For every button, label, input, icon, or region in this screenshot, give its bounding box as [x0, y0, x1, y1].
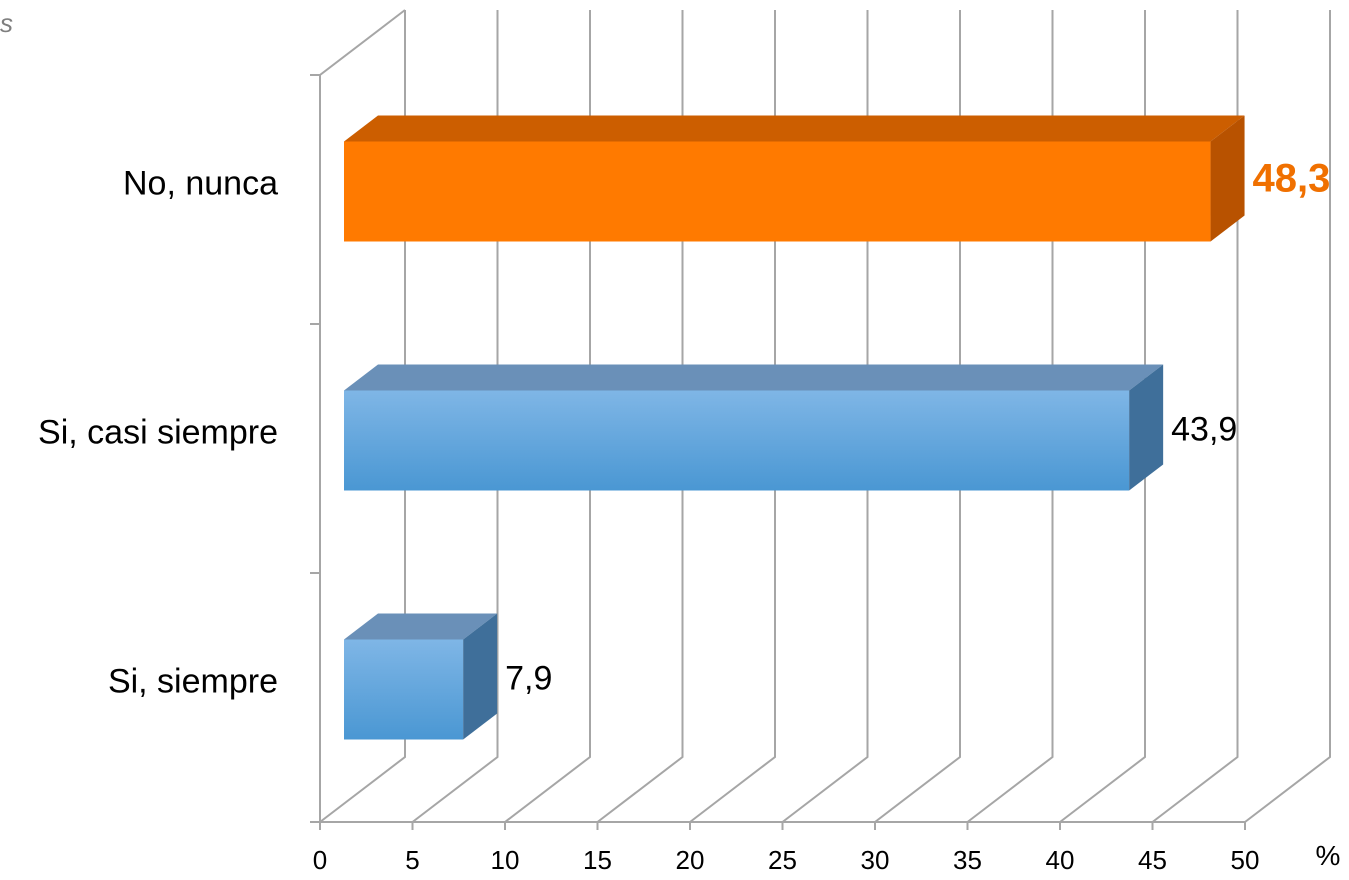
x-tick-label: 40: [1046, 845, 1075, 875]
bar: [344, 115, 1245, 242]
value-label: 43,9: [1171, 411, 1237, 449]
x-tick-label: 10: [491, 845, 520, 875]
x-tick-label: 30: [861, 845, 890, 875]
gridline: [781, 10, 869, 823]
gridline: [874, 10, 961, 823]
bar-side: [463, 613, 498, 740]
corner-text: s: [0, 8, 13, 38]
gridline: [596, 10, 684, 823]
bar-top: [344, 115, 1245, 142]
gridline: [966, 10, 1054, 823]
gridline: [1059, 10, 1146, 823]
bar-front: [344, 390, 1130, 491]
x-tick-label: 5: [405, 845, 419, 875]
x-tick-label: 50: [1231, 845, 1260, 875]
x-unit-label: %: [1316, 840, 1341, 871]
bar-front: [344, 141, 1211, 242]
x-tick-label: 35: [953, 845, 982, 875]
gridline: [1244, 10, 1331, 823]
x-tick-label: 15: [583, 845, 612, 875]
x-tick-label: 25: [768, 845, 797, 875]
bar-front: [344, 639, 464, 740]
bar-top: [344, 364, 1164, 391]
gridline: [319, 10, 406, 823]
gridline: [504, 10, 591, 823]
bar-side: [1129, 364, 1164, 491]
gridline: [689, 10, 776, 823]
bar-top: [344, 613, 498, 640]
category-label: Si, casi siempre: [38, 414, 278, 452]
x-tick-label: 20: [676, 845, 705, 875]
x-tick-label: 45: [1138, 845, 1167, 875]
value-label: 7,9: [505, 660, 552, 698]
bar: [344, 613, 498, 740]
gridline: [411, 10, 499, 823]
gridline: [1151, 10, 1239, 823]
category-label: No, nunca: [123, 165, 278, 203]
category-label: Si, siempre: [108, 663, 278, 701]
bar: [344, 364, 1164, 491]
value-label: 48,3: [1253, 157, 1331, 201]
bar-side: [1210, 115, 1245, 242]
x-tick-label: 0: [313, 845, 327, 875]
